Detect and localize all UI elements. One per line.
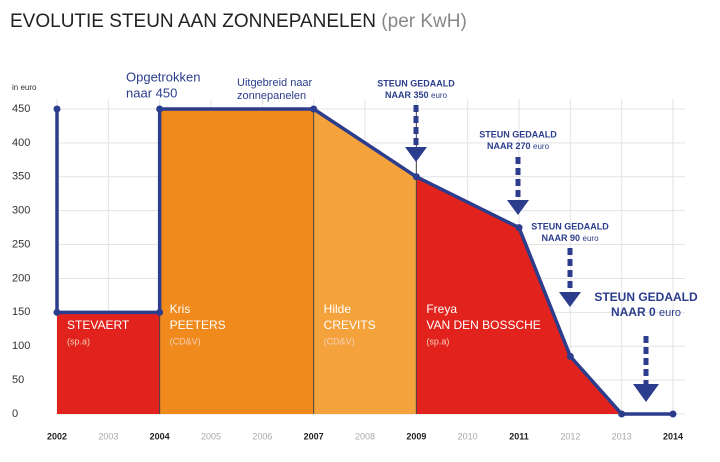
x-tick-label: 2010 <box>458 431 478 441</box>
drop-label: NAAR 350 euro <box>385 90 448 100</box>
chart-title: EVOLUTIE STEUN AAN ZONNEPANELEN (per KwH… <box>10 11 467 32</box>
x-tick-label: 2009 <box>406 431 426 441</box>
minister-last-name: VAN DEN BOSSCHE <box>426 318 540 332</box>
minister-party: (CD&V) <box>324 336 355 346</box>
x-tick-label: 2002 <box>47 431 67 441</box>
x-tick-label: 2013 <box>612 431 632 441</box>
arrow-head <box>633 384 659 402</box>
drop-unit: euro <box>583 234 600 243</box>
y-tick-label: 300 <box>12 205 30 217</box>
y-tick-label: 350 <box>12 171 30 183</box>
point <box>310 105 318 113</box>
y-axis-label: in euro <box>12 83 37 92</box>
x-tick-label: 2007 <box>304 431 324 441</box>
subtitle: (per KwH) <box>381 11 467 32</box>
minister-first-name: Freya <box>426 302 457 316</box>
drop-label: STEUN GEDAALD <box>377 78 455 88</box>
point <box>669 410 677 418</box>
drop-unit: euro <box>533 142 550 151</box>
y-tick-label: 150 <box>12 306 30 318</box>
x-tick-label: 2014 <box>663 431 683 441</box>
point <box>566 352 574 360</box>
minister-party: (sp.a) <box>426 336 449 346</box>
point <box>618 410 626 418</box>
point <box>412 173 420 181</box>
title: EVOLUTIE STEUN AAN ZONNEPANELEN <box>10 11 376 32</box>
arrow-head <box>559 292 581 307</box>
drop-label: NAAR 270 euro <box>487 141 550 151</box>
minister-first-name: Kris <box>170 302 191 316</box>
x-tick-label: 2011 <box>509 431 529 441</box>
point <box>53 308 61 316</box>
minister-party: (sp.a) <box>67 336 90 346</box>
drop-label: STEUN GEDAALD <box>594 290 698 304</box>
y-tick-label: 450 <box>12 103 30 115</box>
drop-value: NAAR 0 <box>611 305 656 319</box>
x-tick-label: 2003 <box>98 431 118 441</box>
x-tick-label: 2008 <box>355 431 375 441</box>
minister-last-name: STEVAERT <box>67 318 130 332</box>
drop-value: NAAR 90 <box>541 233 580 243</box>
period-area <box>57 109 160 414</box>
arrow-head <box>507 200 529 215</box>
y-tick-label: 200 <box>12 272 30 284</box>
y-tick-label: 50 <box>12 374 24 386</box>
drop-label: NAAR 90 euro <box>541 233 599 243</box>
drop-label: STEUN GEDAALD <box>531 221 609 231</box>
point <box>156 308 164 316</box>
point <box>515 224 523 232</box>
annotation: Uitgebreid naar <box>237 77 313 89</box>
y-tick-label: 0 <box>12 408 18 420</box>
minister-last-name: CREVITS <box>324 318 376 332</box>
x-tick-label: 2004 <box>150 431 170 441</box>
drop-label: STEUN GEDAALD <box>479 129 557 139</box>
minister-first-name: Hilde <box>324 302 352 316</box>
line <box>55 107 673 416</box>
annotation: zonnepanelen <box>237 90 306 102</box>
point <box>156 105 164 113</box>
period-area <box>159 109 314 414</box>
x-tick-label: 2012 <box>560 431 580 441</box>
x-tick-label: 2006 <box>252 431 272 441</box>
drop-value: NAAR 270 <box>487 141 531 151</box>
drop-unit: euro <box>431 91 448 100</box>
x-tick-label: 2005 <box>201 431 221 441</box>
point <box>53 105 61 113</box>
minister-party: (CD&V) <box>170 336 201 346</box>
drop-unit: euro <box>659 307 681 319</box>
y-tick-label: 400 <box>12 137 30 149</box>
y-tick-label: 250 <box>12 238 30 250</box>
minister-last-name: PEETERS <box>170 318 226 332</box>
annotation: Opgetrokken <box>126 69 200 84</box>
period-area <box>313 109 417 414</box>
arrow-head <box>405 147 427 162</box>
y-tick-label: 100 <box>12 340 30 352</box>
drop-value: NAAR 350 <box>385 90 429 100</box>
annotation: naar 450 <box>126 85 177 100</box>
drop-label: NAAR 0 euro <box>611 305 681 319</box>
